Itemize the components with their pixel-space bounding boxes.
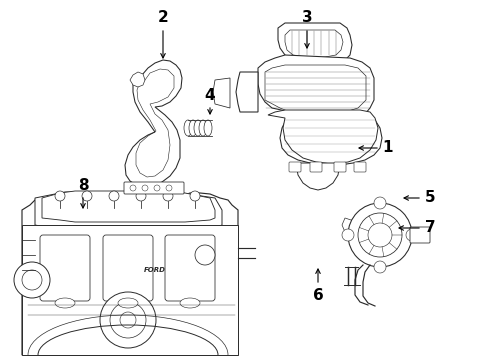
Circle shape — [120, 312, 136, 328]
FancyBboxPatch shape — [165, 235, 215, 301]
Polygon shape — [35, 192, 222, 230]
Ellipse shape — [55, 298, 75, 308]
Ellipse shape — [184, 120, 192, 136]
Text: 8: 8 — [78, 177, 88, 193]
Polygon shape — [393, 220, 407, 232]
Text: 2: 2 — [158, 10, 169, 26]
Circle shape — [368, 223, 392, 247]
Polygon shape — [130, 72, 145, 87]
FancyBboxPatch shape — [124, 182, 184, 194]
FancyBboxPatch shape — [40, 235, 90, 301]
Polygon shape — [278, 23, 352, 66]
Circle shape — [190, 191, 200, 201]
Circle shape — [348, 203, 412, 267]
Circle shape — [374, 261, 386, 273]
Text: 7: 7 — [425, 220, 435, 235]
FancyBboxPatch shape — [354, 162, 366, 172]
Polygon shape — [42, 191, 215, 222]
Text: 1: 1 — [383, 140, 393, 156]
Circle shape — [166, 185, 172, 191]
Polygon shape — [268, 110, 378, 164]
Circle shape — [82, 191, 92, 201]
FancyBboxPatch shape — [410, 227, 430, 243]
Text: FORD: FORD — [144, 267, 166, 273]
FancyBboxPatch shape — [22, 225, 238, 355]
FancyBboxPatch shape — [103, 235, 153, 301]
Polygon shape — [296, 163, 340, 190]
Circle shape — [110, 302, 146, 338]
Circle shape — [100, 292, 156, 348]
FancyBboxPatch shape — [334, 162, 346, 172]
Polygon shape — [213, 78, 230, 108]
Circle shape — [109, 191, 119, 201]
Circle shape — [406, 229, 418, 241]
Ellipse shape — [180, 298, 200, 308]
Circle shape — [358, 213, 402, 257]
Circle shape — [22, 270, 42, 290]
Ellipse shape — [194, 120, 202, 136]
Polygon shape — [342, 218, 357, 232]
Text: 5: 5 — [425, 190, 435, 206]
Text: 6: 6 — [313, 288, 323, 302]
Circle shape — [55, 191, 65, 201]
Circle shape — [369, 219, 381, 231]
Circle shape — [374, 197, 386, 209]
Circle shape — [142, 185, 148, 191]
Ellipse shape — [189, 120, 197, 136]
Circle shape — [342, 229, 354, 241]
Polygon shape — [258, 55, 382, 165]
Ellipse shape — [204, 120, 212, 136]
Polygon shape — [357, 212, 393, 237]
Ellipse shape — [118, 298, 138, 308]
Ellipse shape — [199, 120, 207, 136]
Circle shape — [154, 185, 160, 191]
FancyBboxPatch shape — [289, 162, 301, 172]
Circle shape — [130, 185, 136, 191]
Circle shape — [136, 191, 146, 201]
Text: 3: 3 — [302, 10, 312, 26]
Polygon shape — [236, 72, 258, 112]
Text: 4: 4 — [205, 87, 215, 103]
Circle shape — [195, 245, 215, 265]
Polygon shape — [125, 60, 182, 187]
Circle shape — [163, 191, 173, 201]
FancyBboxPatch shape — [310, 162, 322, 172]
Circle shape — [14, 262, 50, 298]
